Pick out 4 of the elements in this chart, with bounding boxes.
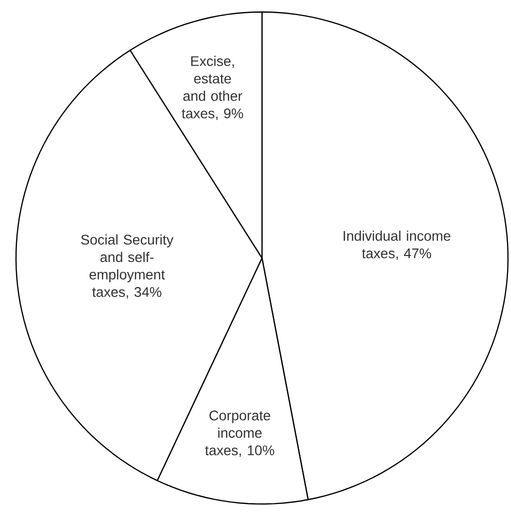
slice-label: Corporate income taxes, 10% [205,410,274,457]
slice-label: Social Security and self-employment taxes, 34% [81,234,174,299]
slice-label: Individual income taxes, 47% [344,230,450,260]
slice-label: Excise, estate and other taxes, 9% [182,56,244,120]
